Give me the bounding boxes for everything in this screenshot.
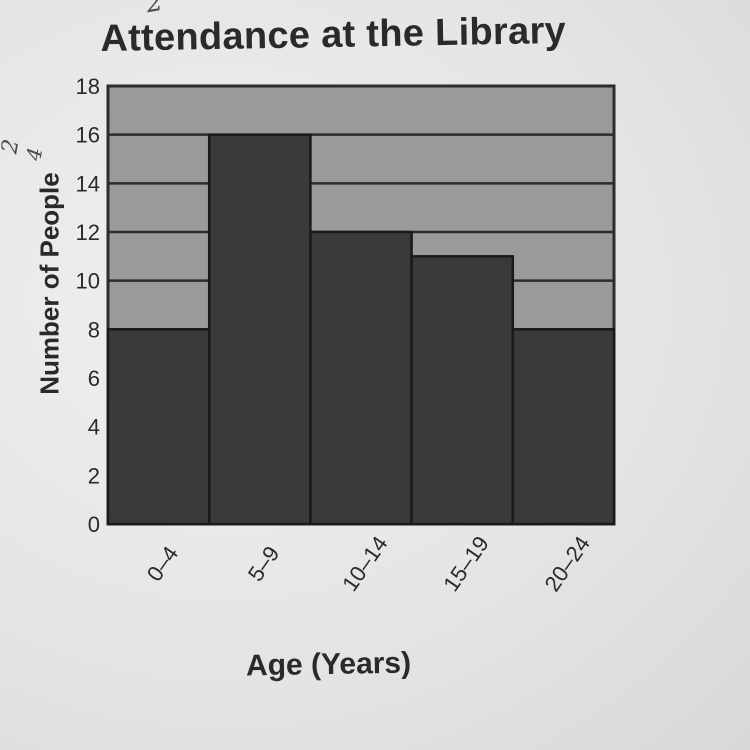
bar-4: [511, 328, 616, 526]
y-tick-label: 18: [76, 74, 100, 99]
x-tick-labels: 0–4 5–9 10–14 15–19 20–24: [142, 531, 595, 595]
y-tick-label: 14: [76, 171, 100, 196]
y-tick-label: 12: [76, 220, 100, 245]
y-tick-label: 4: [88, 415, 100, 440]
y-axis-label: Number of People: [34, 172, 65, 395]
y-tick-label: 8: [88, 317, 100, 342]
bar-1: [207, 133, 312, 526]
bar-0: [106, 328, 211, 526]
bars: [106, 133, 616, 526]
bar-2: [309, 230, 413, 526]
x-tick-label: 15–19: [438, 531, 494, 595]
x-tick-label: 5–9: [243, 541, 285, 585]
bar-3: [410, 255, 515, 526]
x-tick-label: 10–14: [337, 531, 393, 595]
x-tick-label: 0–4: [142, 541, 184, 585]
y-tick-label: 2: [88, 463, 100, 488]
y-tick-label: 16: [76, 123, 100, 148]
x-tick-label: 20–24: [539, 531, 595, 595]
y-tick-label: 10: [76, 269, 100, 294]
x-axis-label: Age (Years): [245, 646, 412, 683]
y-tick-labels: 0 2 4 6 8 10 12 14 16 18: [76, 74, 100, 537]
y-tick-label: 6: [88, 366, 100, 391]
y-tick-label: 0: [88, 512, 100, 537]
